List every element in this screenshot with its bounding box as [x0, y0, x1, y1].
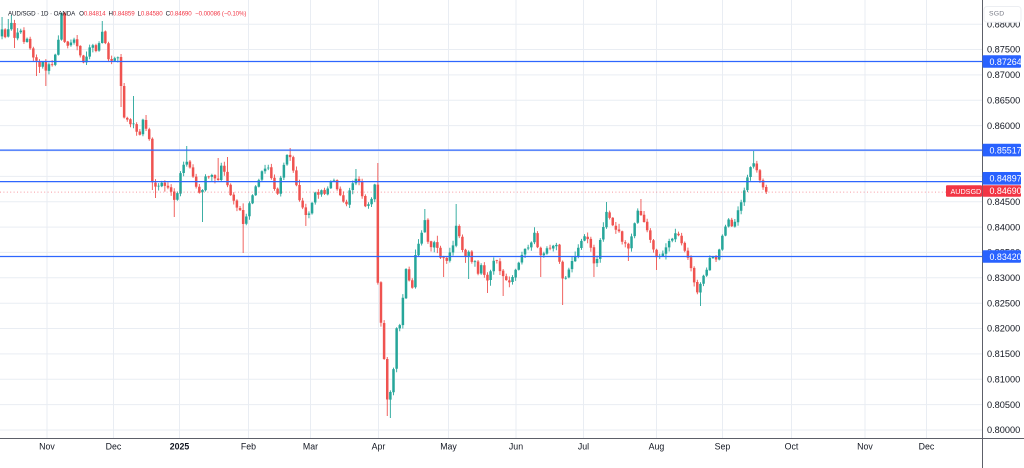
svg-text:0.82500: 0.82500 — [987, 298, 1020, 308]
svg-text:0.81000: 0.81000 — [987, 375, 1020, 385]
svg-text:0.84000: 0.84000 — [987, 222, 1020, 232]
svg-text:2025: 2025 — [170, 442, 190, 452]
svg-text:Aug: Aug — [649, 442, 665, 452]
svg-text:Jul: Jul — [578, 442, 589, 452]
svg-text:0.84690: 0.84690 — [990, 186, 1022, 196]
svg-text:0.81500: 0.81500 — [987, 349, 1020, 359]
svg-text:Jun: Jun — [509, 442, 523, 452]
svg-text:SGD: SGD — [989, 11, 1004, 18]
svg-text:Dec: Dec — [106, 442, 122, 452]
svg-text:0.86500: 0.86500 — [987, 96, 1020, 106]
svg-text:Nov: Nov — [857, 442, 873, 452]
svg-text:0.86000: 0.86000 — [987, 121, 1020, 131]
svg-text:0.83000: 0.83000 — [987, 273, 1020, 283]
svg-text:0.87264: 0.87264 — [990, 57, 1022, 67]
svg-text:0.88000: 0.88000 — [987, 19, 1020, 29]
svg-text:Dec: Dec — [919, 442, 935, 452]
svg-text:0.85517: 0.85517 — [990, 145, 1022, 155]
svg-text:Sep: Sep — [715, 442, 731, 452]
svg-text:AUDSGD: AUDSGD — [951, 187, 982, 196]
svg-text:0.82000: 0.82000 — [987, 324, 1020, 334]
svg-text:0.80500: 0.80500 — [987, 400, 1020, 410]
svg-text:0.84500: 0.84500 — [987, 197, 1020, 207]
svg-text:0.83420: 0.83420 — [990, 252, 1022, 262]
svg-text:Mar: Mar — [303, 442, 318, 452]
svg-text:Feb: Feb — [241, 442, 256, 452]
svg-text:Apr: Apr — [372, 442, 386, 452]
svg-text:0.87000: 0.87000 — [987, 70, 1020, 80]
svg-text:0.84897: 0.84897 — [990, 174, 1022, 184]
svg-text:0.87500: 0.87500 — [987, 45, 1020, 55]
svg-text:May: May — [440, 442, 457, 452]
svg-text:Oct: Oct — [785, 442, 799, 452]
svg-text:0.80000: 0.80000 — [987, 425, 1020, 435]
svg-text:Nov: Nov — [39, 442, 55, 452]
